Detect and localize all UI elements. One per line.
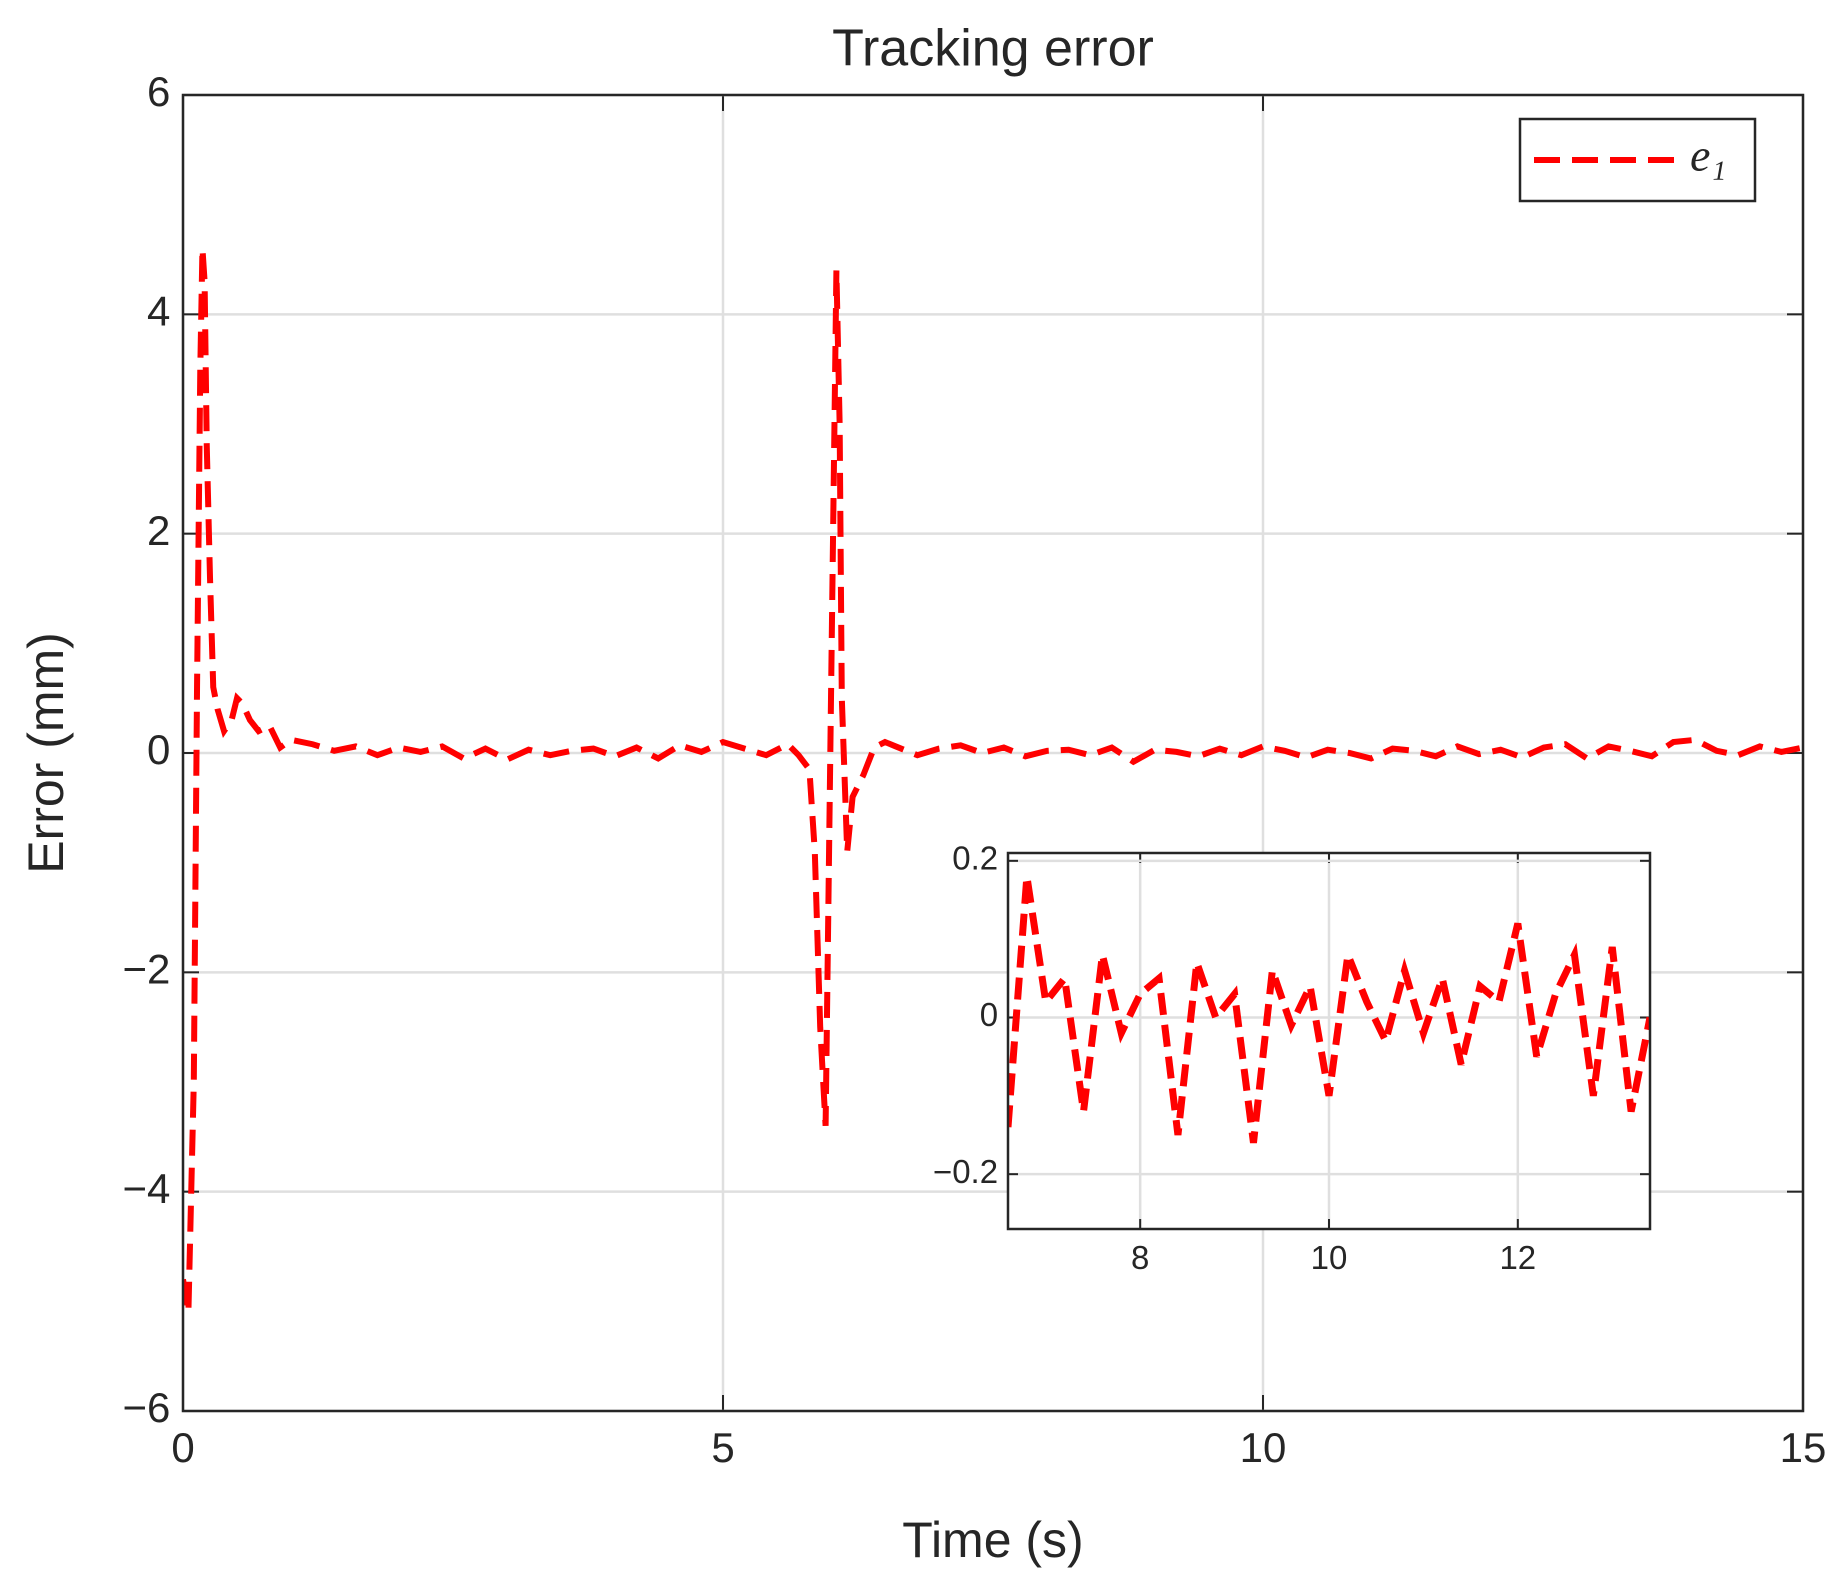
x-tick-label: 10 (1240, 1424, 1287, 1471)
y-tick-label: 0.2 (952, 840, 998, 877)
x-tick-label: 12 (1499, 1239, 1536, 1276)
x-tick-label: 10 (1311, 1239, 1348, 1276)
x-tick-label: 15 (1780, 1424, 1827, 1471)
chart-title: Tracking error (832, 20, 1154, 78)
y-tick-label: −0.2 (933, 1153, 998, 1190)
y-tick-label: 6 (147, 68, 170, 115)
y-tick-label: 2 (147, 507, 170, 554)
data-line (183, 248, 1803, 1313)
y-tick-label: −4 (123, 1165, 171, 1212)
axes-box (181, 93, 1805, 1413)
x-tick-label: 8 (1131, 1239, 1149, 1276)
axes-box (1006, 851, 1652, 1231)
x-tick-label: 5 (711, 1424, 734, 1471)
x-axis-label: Time (s) (902, 1512, 1083, 1568)
y-tick-label: −6 (123, 1384, 171, 1431)
y-tick-label: 4 (147, 287, 170, 334)
x-tick-label: 0 (171, 1424, 194, 1471)
legend-label: e₁ (1690, 130, 1726, 181)
y-tick-label: −2 (123, 945, 171, 992)
data-line (1008, 875, 1650, 1144)
y-tick-label: 0 (147, 726, 170, 773)
y-tick-label: 0 (980, 996, 998, 1033)
y-axis-label: Error (mm) (18, 632, 74, 874)
